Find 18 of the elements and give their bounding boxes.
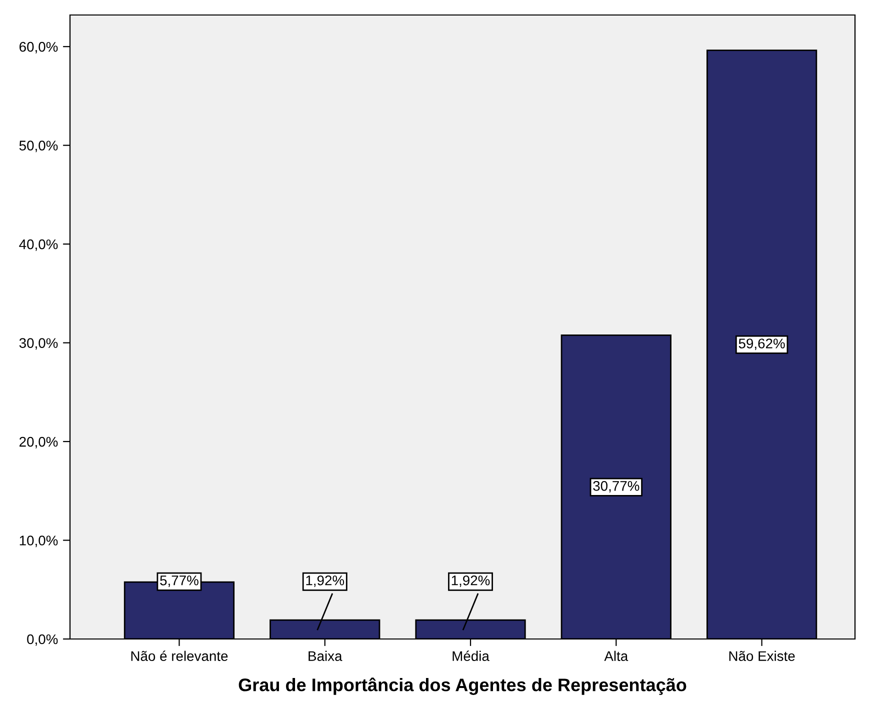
y-tick-label: 20,0% xyxy=(20,436,58,448)
y-tick-label: 60,0% xyxy=(20,42,58,54)
y-tick-label: 0,0% xyxy=(27,634,58,646)
x-tick-label: Não Existe xyxy=(729,650,795,662)
data-label: 1,92% xyxy=(306,575,344,587)
y-tick-label: 30,0% xyxy=(19,338,58,350)
x-tick-label: Não é relevante xyxy=(131,650,228,662)
y-tick-label: 10,0% xyxy=(20,536,58,548)
data-label: 59,62% xyxy=(738,338,785,350)
y-tick-label: 50,0% xyxy=(19,140,58,152)
x-axis-title: Grau de Importância dos Agentes de Representação xyxy=(238,678,686,695)
y-tick-label: 40,0% xyxy=(19,239,58,251)
x-tick-label: Baixa xyxy=(308,650,342,662)
x-tick-label: Média xyxy=(452,650,490,662)
data-label: 1,92% xyxy=(452,575,490,587)
data-label: 5,77% xyxy=(160,576,198,587)
x-tick-label: Alta xyxy=(604,650,628,662)
data-label: 30,77% xyxy=(593,480,640,492)
